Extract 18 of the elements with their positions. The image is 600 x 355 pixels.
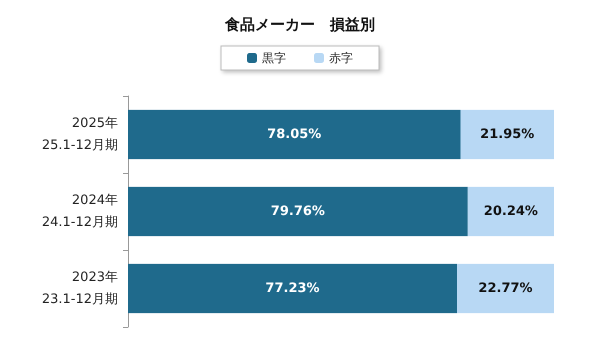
bar [468,186,554,236]
y-tick-label: 2024年 24.1-12月期 [42,193,118,230]
data-label: 78.05% [267,127,322,142]
bar [460,110,554,160]
legend-label: 赤字 [329,51,353,65]
data-label: 22.77% [478,281,533,296]
bar [128,264,457,314]
bar [457,264,554,314]
data-label: 79.76% [270,204,325,219]
y-tick-label: 2025年 25.1-12月期 [42,116,118,153]
bar [128,110,460,160]
chart-title: 食品メーカー 損益別 [224,16,375,34]
data-label: 20.24% [484,204,538,219]
legend-label: 黒字 [262,51,286,65]
y-tick-label: 2023年 23.1-12月期 [42,270,118,307]
bar [128,186,468,236]
data-label: 77.23% [265,281,320,296]
data-label: 21.95% [480,127,534,142]
